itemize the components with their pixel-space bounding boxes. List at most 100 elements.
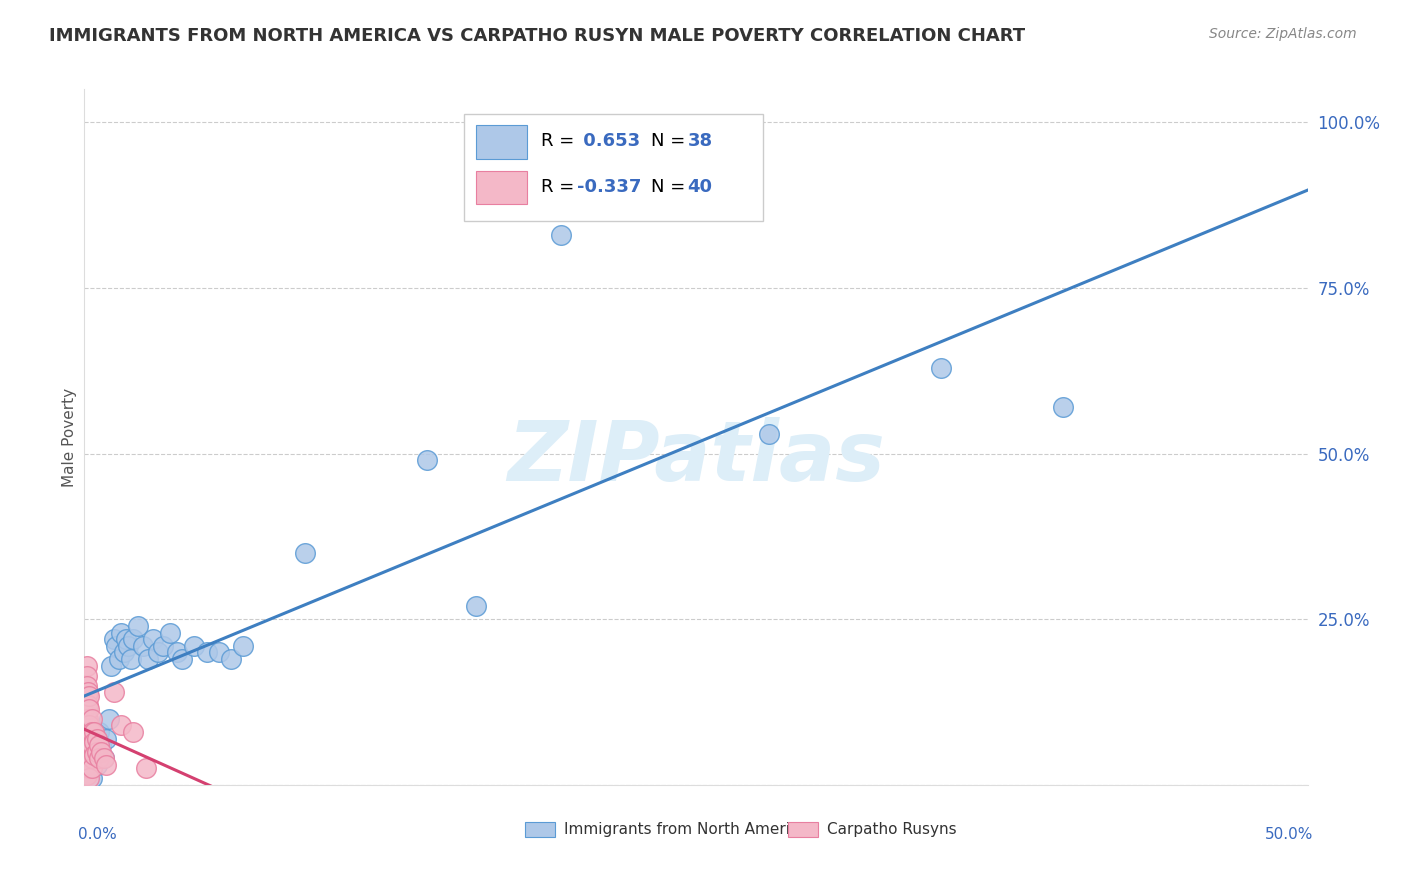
Point	[76, 708, 98, 723]
Point	[76, 718, 98, 732]
Point	[195, 645, 218, 659]
Point	[77, 751, 100, 765]
Point	[77, 689, 100, 703]
FancyBboxPatch shape	[475, 126, 527, 159]
Point	[77, 685, 100, 699]
Point	[127, 619, 149, 633]
Point	[90, 738, 112, 752]
Point	[117, 639, 139, 653]
Point	[87, 725, 110, 739]
Text: IMMIGRANTS FROM NORTH AMERICA VS CARPATHO RUSYN MALE POVERTY CORRELATION CHART: IMMIGRANTS FROM NORTH AMERICA VS CARPATH…	[49, 27, 1025, 45]
Point	[550, 227, 572, 242]
Point	[76, 728, 98, 742]
Text: Carpatho Rusyns: Carpatho Rusyns	[827, 822, 956, 837]
Point	[76, 679, 98, 693]
Text: Source: ZipAtlas.com: Source: ZipAtlas.com	[1209, 27, 1357, 41]
Point	[76, 738, 98, 752]
Point	[464, 599, 486, 613]
Point	[232, 639, 254, 653]
Point	[77, 725, 100, 739]
Point	[122, 725, 145, 739]
Point	[112, 645, 135, 659]
Point	[96, 758, 118, 772]
Point	[208, 645, 231, 659]
Point	[103, 685, 125, 699]
Text: N =: N =	[651, 178, 690, 195]
Point	[77, 712, 100, 726]
Point	[107, 652, 129, 666]
Point	[80, 712, 103, 726]
Point	[93, 751, 115, 765]
Point	[110, 718, 132, 732]
Point	[77, 741, 100, 756]
Point	[294, 546, 316, 560]
Text: 38: 38	[688, 132, 713, 151]
Point	[96, 731, 118, 746]
Point	[929, 360, 952, 375]
Point	[80, 725, 103, 739]
Point	[115, 632, 138, 647]
Text: 50.0%: 50.0%	[1265, 827, 1313, 842]
Point	[93, 751, 115, 765]
FancyBboxPatch shape	[475, 170, 527, 204]
Point	[76, 658, 98, 673]
Point	[100, 658, 122, 673]
Point	[90, 745, 112, 759]
FancyBboxPatch shape	[464, 113, 763, 221]
Point	[142, 632, 165, 647]
Point	[86, 758, 108, 772]
Point	[77, 772, 100, 786]
Point	[83, 735, 105, 749]
Point	[83, 748, 105, 763]
Point	[416, 453, 439, 467]
Y-axis label: Male Poverty: Male Poverty	[62, 387, 77, 487]
Point	[105, 639, 128, 653]
Point	[77, 758, 100, 772]
Text: R =: R =	[541, 132, 579, 151]
Point	[80, 751, 103, 765]
Text: 0.0%: 0.0%	[79, 827, 117, 842]
Point	[132, 639, 155, 653]
Point	[76, 764, 98, 779]
Point	[172, 652, 194, 666]
Point	[77, 698, 100, 713]
Point	[80, 738, 103, 752]
Point	[103, 632, 125, 647]
Point	[136, 652, 159, 666]
Text: 0.653: 0.653	[578, 132, 641, 151]
Text: R =: R =	[541, 178, 579, 195]
Point	[86, 745, 108, 759]
Point	[76, 758, 98, 772]
FancyBboxPatch shape	[524, 822, 555, 837]
Point	[77, 702, 100, 716]
Point	[77, 761, 100, 775]
Point	[77, 718, 100, 732]
Point	[83, 725, 105, 739]
Point	[219, 652, 242, 666]
Text: -0.337: -0.337	[578, 178, 641, 195]
Point	[76, 668, 98, 682]
Point	[86, 731, 108, 746]
Point	[183, 639, 205, 653]
Text: 40: 40	[688, 178, 713, 195]
Point	[80, 761, 103, 775]
Point	[1052, 401, 1074, 415]
Text: Immigrants from North America: Immigrants from North America	[564, 822, 807, 837]
Point	[83, 745, 105, 759]
Point	[87, 751, 110, 765]
Point	[87, 738, 110, 752]
Point	[77, 731, 100, 746]
Point	[76, 768, 98, 782]
Point	[97, 712, 120, 726]
Point	[152, 639, 174, 653]
Point	[76, 748, 98, 763]
Point	[146, 645, 169, 659]
Point	[80, 772, 103, 786]
Point	[135, 761, 157, 775]
Point	[166, 645, 188, 659]
Point	[159, 625, 181, 640]
Point	[120, 652, 142, 666]
Text: ZIPatlas: ZIPatlas	[508, 417, 884, 499]
Point	[110, 625, 132, 640]
Point	[76, 698, 98, 713]
